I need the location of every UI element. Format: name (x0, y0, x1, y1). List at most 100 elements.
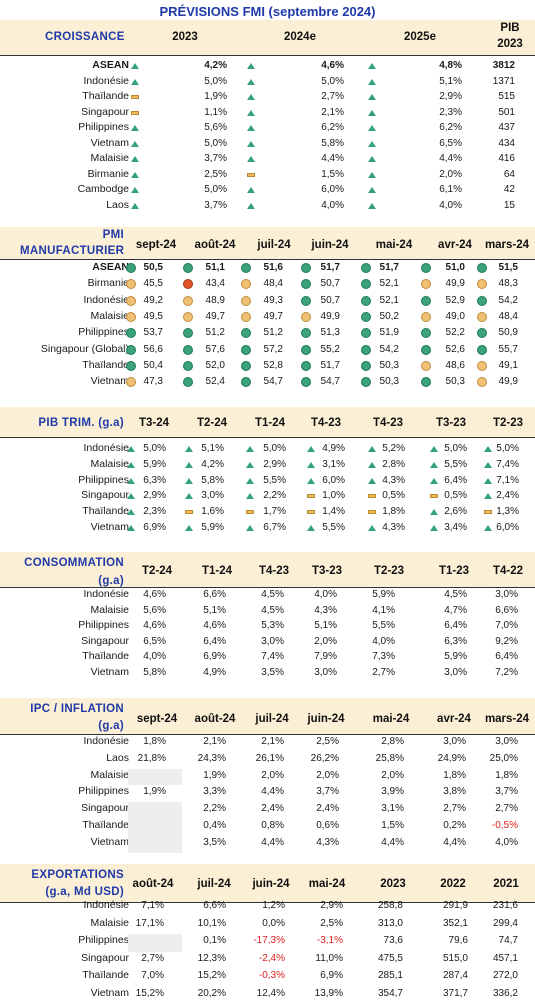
data-cell: 4,0% (439, 199, 462, 211)
yellow-dot-icon (241, 311, 251, 322)
data-cell: 1,8% (382, 506, 405, 518)
column-header: juil-24 (197, 878, 231, 890)
data-cell: 1,5% (321, 168, 344, 180)
data-cell: 7,3% (372, 651, 395, 662)
red-dot-icon (183, 279, 193, 290)
data-cell: 25,0% (489, 752, 518, 764)
data-cell: 1,9% (204, 91, 227, 102)
up-triangle-icon (484, 477, 492, 484)
data-cell: 2,9% (263, 458, 286, 470)
data-cell: 5,1% (314, 620, 337, 631)
data-cell: 1,3% (496, 506, 519, 518)
data-cell: 4,7% (444, 604, 467, 616)
green-dot-icon (361, 344, 371, 355)
data-cell: 272,0 (492, 970, 518, 981)
data-cell: 7,1% (496, 474, 519, 486)
up-triangle-icon (368, 525, 376, 531)
data-cell: 291,9 (442, 900, 468, 911)
data-cell: 73,6 (383, 935, 403, 946)
up-triangle-icon (127, 461, 135, 468)
data-cell: 4,6% (203, 620, 226, 631)
yellow-dot-icon (477, 360, 487, 371)
up-triangle-icon (368, 202, 376, 209)
data-cell: 4,0% (372, 635, 395, 647)
yellow-dot-icon (126, 279, 136, 290)
data-cell: 2,5% (204, 168, 227, 180)
row-label: Indonésie (83, 588, 129, 600)
data-cell: 1,2% (262, 900, 285, 911)
row-label: Thaïlande (82, 650, 129, 662)
data-cell: 5,6% (143, 604, 166, 616)
data-cell: -17,3% (253, 935, 285, 946)
data-cell: 4,3% (316, 836, 339, 848)
yellow-dot-icon (241, 279, 251, 290)
column-header: T4-23 (372, 417, 404, 429)
row-label: Indonésie (83, 293, 129, 306)
data-cell: 2,8% (382, 458, 405, 470)
up-triangle-icon (131, 156, 139, 162)
data-cell: 4,3% (382, 522, 405, 533)
data-cell: 49,3 (263, 294, 283, 306)
up-triangle-icon (246, 493, 254, 500)
data-cell: 5,9% (201, 522, 224, 533)
data-cell: 2,2% (263, 490, 286, 502)
data-cell: 515 (498, 91, 515, 102)
green-dot-icon (301, 279, 311, 290)
data-cell: 48,4 (498, 310, 518, 322)
data-cell: 51,2 (263, 327, 283, 339)
data-cell: 2,5% (320, 917, 343, 929)
data-cell: 50,3 (379, 359, 399, 371)
up-triangle-icon (368, 156, 376, 162)
data-cell: 54,2 (498, 294, 518, 306)
data-cell: 2,0% (381, 769, 404, 781)
data-cell: 1,8% (143, 736, 166, 747)
data-cell: 3,0% (443, 736, 466, 747)
up-triangle-icon (247, 202, 255, 209)
green-dot-icon (126, 360, 136, 371)
green-dot-icon (361, 311, 371, 322)
data-cell: 49,7 (205, 310, 225, 322)
data-cell: 3,0% (201, 490, 224, 502)
data-cell: 4,6% (321, 60, 344, 71)
data-cell: 5,0% (204, 184, 227, 195)
up-triangle-icon (247, 156, 255, 162)
data-cell: 1,0% (322, 490, 345, 502)
data-cell: 49,9 (320, 310, 340, 322)
yellow-dot-icon (477, 311, 487, 322)
data-cell: 1,5% (381, 820, 404, 831)
data-cell: 6,9% (143, 522, 166, 533)
up-triangle-icon (368, 63, 376, 69)
green-dot-icon (361, 377, 371, 388)
up-triangle-icon (368, 171, 376, 178)
data-cell: 4,0% (143, 651, 166, 662)
data-cell: 52,2 (445, 327, 465, 339)
data-cell: 51,6 (263, 262, 283, 273)
up-triangle-icon (368, 78, 376, 85)
data-cell: 4,3% (314, 604, 337, 616)
column-header: mai-24 (372, 713, 410, 725)
column-header: 2023 (172, 31, 198, 43)
data-cell: 6,4% (444, 474, 467, 486)
data-cell: 2,6% (444, 506, 467, 518)
row-label: Philippines (78, 326, 129, 339)
data-cell: 52,8 (263, 359, 283, 371)
row-label: Vietnam (90, 986, 129, 999)
green-dot-icon (183, 377, 193, 388)
row-label: Singapour (81, 105, 129, 118)
green-dot-icon (126, 263, 136, 273)
data-cell: 6,4% (444, 620, 467, 631)
data-cell: 5,9% (444, 651, 467, 662)
data-cell: 4,6% (143, 589, 166, 600)
data-cell: 4,0% (321, 199, 344, 211)
column-header: août-24 (194, 713, 236, 725)
data-cell: -0,5% (491, 820, 518, 831)
data-cell: 0,6% (316, 820, 339, 831)
data-cell: 47,3 (143, 376, 163, 388)
green-dot-icon (361, 360, 371, 371)
up-triangle-icon (307, 446, 315, 452)
green-dot-icon (126, 344, 136, 355)
data-cell: 79,6 (448, 935, 468, 946)
up-triangle-icon (368, 461, 376, 468)
up-triangle-icon (430, 446, 438, 452)
column-header: T4-22 (492, 565, 524, 577)
